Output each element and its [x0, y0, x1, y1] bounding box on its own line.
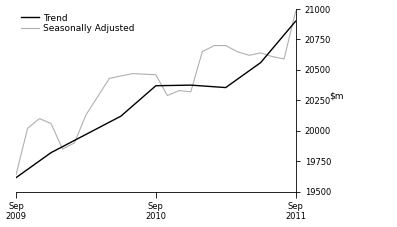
Seasonally Adjusted [293, 10, 298, 13]
Seasonally Adjusted [13, 173, 18, 176]
Seasonally Adjusted [154, 73, 158, 76]
Seasonally Adjusted [48, 122, 53, 125]
Trend [189, 84, 193, 86]
Y-axis label: $m: $m [329, 91, 344, 100]
Trend [48, 151, 53, 154]
Seasonally Adjusted [247, 54, 252, 57]
Trend [83, 133, 88, 136]
Trend [13, 176, 18, 179]
Line: Trend: Trend [16, 21, 296, 178]
Seasonally Adjusted [189, 91, 193, 93]
Line: Seasonally Adjusted: Seasonally Adjusted [16, 12, 296, 175]
Seasonally Adjusted [258, 52, 263, 54]
Trend [118, 115, 123, 118]
Trend [224, 86, 228, 89]
Seasonally Adjusted [107, 77, 112, 80]
Seasonally Adjusted [37, 117, 42, 120]
Seasonally Adjusted [60, 148, 65, 151]
Seasonally Adjusted [177, 89, 181, 92]
Trend [154, 84, 158, 87]
Seasonally Adjusted [130, 72, 135, 75]
Seasonally Adjusted [25, 127, 30, 130]
Trend [258, 61, 263, 64]
Seasonally Adjusted [72, 142, 77, 144]
Seasonally Adjusted [200, 50, 205, 53]
Seasonally Adjusted [83, 114, 88, 116]
Legend: Trend, Seasonally Adjusted: Trend, Seasonally Adjusted [19, 12, 137, 35]
Seasonally Adjusted [235, 50, 240, 53]
Seasonally Adjusted [282, 58, 287, 60]
Seasonally Adjusted [270, 55, 275, 58]
Seasonally Adjusted [212, 44, 216, 47]
Trend [293, 20, 298, 23]
Seasonally Adjusted [165, 94, 170, 97]
Seasonally Adjusted [224, 44, 228, 47]
